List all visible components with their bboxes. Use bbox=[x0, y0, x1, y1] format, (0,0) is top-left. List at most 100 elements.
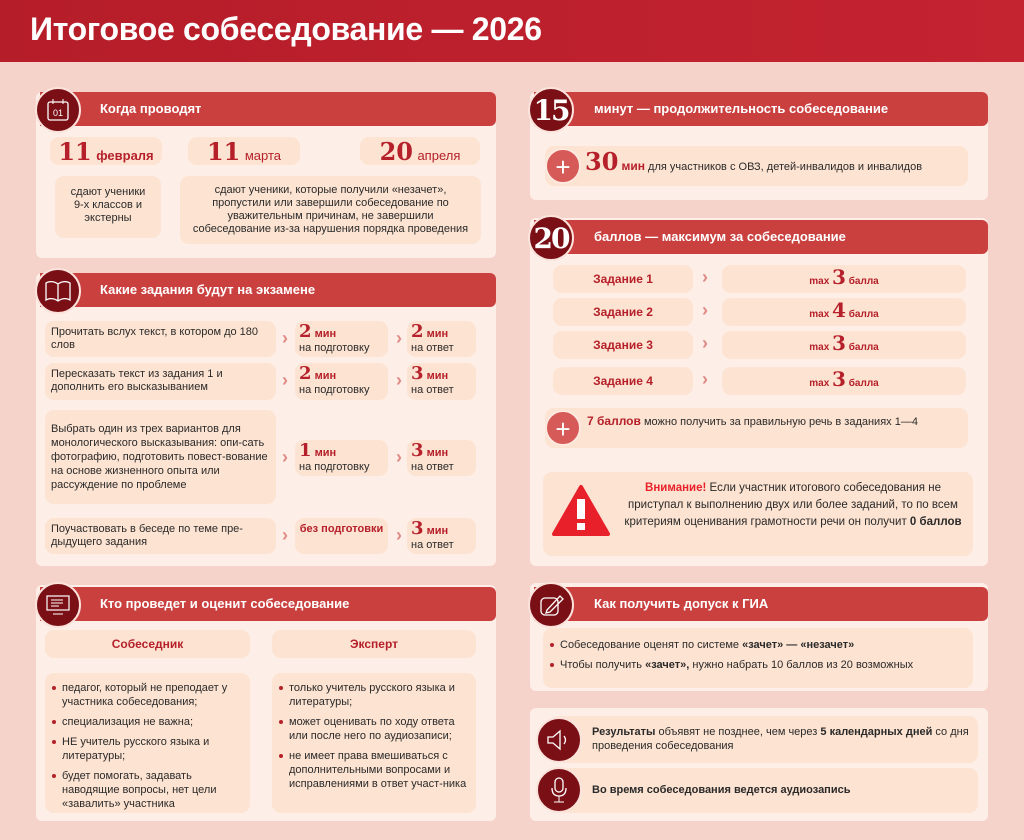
extra-unit: мин bbox=[621, 159, 645, 173]
microphone-icon bbox=[536, 767, 582, 813]
prep-time: без подготовки bbox=[295, 518, 388, 554]
ans-num: 3 bbox=[411, 440, 424, 461]
chevron-right-icon: › bbox=[396, 525, 402, 545]
prep-label: на подготовку bbox=[299, 461, 370, 473]
interlocutor-list: педагог, который не преподает у участник… bbox=[45, 673, 250, 813]
pencil-edit-icon bbox=[528, 582, 574, 628]
score-task: Задание 2 bbox=[553, 298, 693, 326]
interlocutor-title: Собеседник bbox=[45, 630, 250, 658]
duration-number: 15 bbox=[528, 87, 574, 133]
plus-icon: + bbox=[545, 148, 581, 184]
score-task: Задание 1 bbox=[553, 265, 693, 293]
score-header: баллов — максимум за собеседование bbox=[534, 220, 988, 254]
prep-num: 2 bbox=[299, 321, 312, 342]
who-header: Кто проведет и оценит собеседование bbox=[40, 587, 496, 621]
list-item: педагог, который не преподает у участник… bbox=[51, 681, 244, 709]
ans-label: на ответ bbox=[411, 461, 454, 473]
bonus-pill: 7 баллов можно получить за правильную ре… bbox=[545, 408, 968, 448]
page-title: Итоговое собеседование — 2026 bbox=[30, 11, 542, 47]
score-number: 20 bbox=[528, 215, 574, 261]
date-month: марта bbox=[244, 148, 281, 163]
bold-text: «зачет», bbox=[645, 659, 690, 671]
date-day: 11 bbox=[58, 137, 92, 166]
score-task: Задание 3 bbox=[553, 331, 693, 359]
bonus-text: можно получить за правильную речь в зада… bbox=[643, 416, 918, 428]
task-text: Выбрать один из трех вариантов для монол… bbox=[45, 410, 276, 504]
points-unit: балла bbox=[848, 276, 879, 287]
points-unit: балла bbox=[848, 378, 879, 389]
chevron-right-icon: › bbox=[702, 267, 708, 287]
checklist-monitor-icon bbox=[35, 582, 81, 628]
task-text: Поучаствовать в беседе по теме пре-дыдущ… bbox=[45, 518, 276, 554]
prep-unit: мин bbox=[314, 328, 337, 340]
ans-unit: мин bbox=[426, 328, 449, 340]
book-icon bbox=[35, 268, 81, 314]
extra-num: 30 bbox=[585, 147, 619, 176]
prep-num: 1 bbox=[299, 440, 312, 461]
max-points: 3 bbox=[832, 331, 846, 355]
calendar-icon: 01 bbox=[35, 87, 81, 133]
prep-label: на подготовку bbox=[299, 384, 370, 396]
bold-text: «зачет» — «незачет» bbox=[742, 639, 855, 651]
max-points: 3 bbox=[832, 265, 846, 289]
expert-title: Эксперт bbox=[272, 630, 476, 658]
max-label: max bbox=[809, 309, 830, 320]
prep-unit: мин bbox=[314, 370, 337, 382]
text: Собеседование оценят по системе bbox=[560, 639, 740, 651]
text: объявят не позднее, чем через bbox=[658, 726, 818, 738]
answer-time: 3 мин на ответ bbox=[407, 518, 476, 554]
date-pill: 11 февраля bbox=[50, 137, 162, 166]
text: нужно набрать 10 баллов из 20 возможных bbox=[692, 659, 914, 671]
date-month: февраля bbox=[96, 148, 154, 163]
plus-icon: + bbox=[545, 410, 581, 446]
chevron-right-icon: › bbox=[396, 370, 402, 390]
warning-bold: Внимание! bbox=[645, 482, 707, 494]
title-bar bbox=[0, 0, 1024, 62]
when-header: Когда проводят bbox=[40, 92, 496, 126]
results-pill: Результаты объявят не позднее, чем через… bbox=[550, 716, 978, 763]
prep-time: 1 мин на подготовку bbox=[295, 440, 388, 476]
date-day: 20 bbox=[379, 137, 413, 166]
chevron-right-icon: › bbox=[282, 370, 288, 390]
chevron-right-icon: › bbox=[282, 328, 288, 348]
answer-time: 3 мин на ответ bbox=[407, 440, 476, 476]
duration-header: минут — продолжительность собеседование bbox=[534, 92, 988, 126]
warning-icon bbox=[552, 485, 610, 536]
chevron-right-icon: › bbox=[702, 369, 708, 389]
calendar-text: 01 bbox=[53, 108, 63, 118]
text: Чтобы получить bbox=[560, 659, 643, 671]
chevron-right-icon: › bbox=[702, 333, 708, 353]
date-pill: 11 марта bbox=[188, 137, 300, 166]
answer-time: 2 мин на ответ bbox=[407, 321, 476, 357]
ans-num: 2 bbox=[411, 321, 424, 342]
chevron-right-icon: › bbox=[282, 525, 288, 545]
score-max: max 3 балла bbox=[722, 367, 966, 395]
max-points: 3 bbox=[832, 367, 846, 391]
list-item: НЕ учитель русского языка и литературы; bbox=[51, 735, 244, 763]
admission-header: Как получить допуск к ГИА bbox=[534, 587, 988, 621]
recording-pill: Во время собеседования ведется аудиозапи… bbox=[550, 768, 978, 813]
warning-box: Внимание! Если участник итогового собесе… bbox=[543, 472, 973, 556]
ans-unit: мин bbox=[426, 370, 449, 382]
max-label: max bbox=[809, 378, 830, 389]
score-max: max 3 балла bbox=[722, 331, 966, 359]
chevron-right-icon: › bbox=[396, 328, 402, 348]
max-label: max bbox=[809, 276, 830, 287]
date-desc-2: сдают ученики, которые получили «незачет… bbox=[180, 176, 481, 244]
list-item: может оценивать по ходу ответа или после… bbox=[278, 715, 470, 743]
points-unit: балла bbox=[848, 309, 879, 320]
ans-unit: мин bbox=[426, 525, 449, 537]
date-desc-1: сдают ученики 9-х классов и экстерны bbox=[55, 176, 161, 238]
warning-end: 0 баллов bbox=[909, 516, 962, 528]
chevron-right-icon: › bbox=[282, 447, 288, 467]
ans-label: на ответ bbox=[411, 342, 454, 354]
chevron-right-icon: › bbox=[396, 447, 402, 467]
list-item: Чтобы получить «зачет», нужно набрать 10… bbox=[549, 658, 967, 672]
ans-label: на ответ bbox=[411, 539, 454, 551]
task-text: Прочитать вслух текст, в котором до 180 … bbox=[45, 321, 276, 357]
bonus-bold: 7 баллов bbox=[587, 414, 641, 428]
max-points: 4 bbox=[832, 298, 846, 322]
ans-num: 3 bbox=[411, 518, 424, 539]
ans-label: на ответ bbox=[411, 384, 454, 396]
prep-num: 2 bbox=[299, 363, 312, 384]
